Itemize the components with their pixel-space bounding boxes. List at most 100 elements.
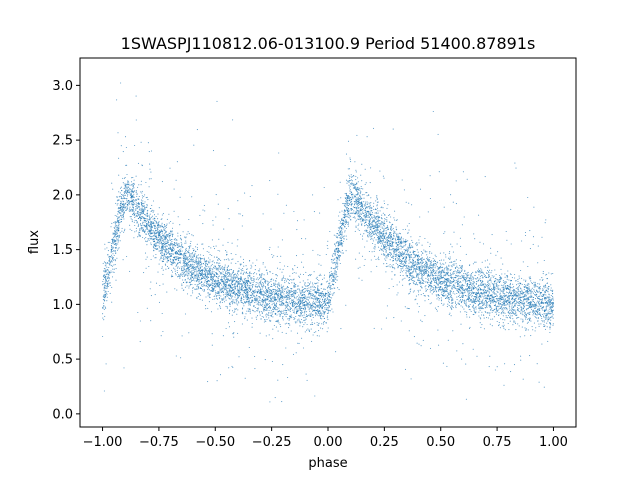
data-point bbox=[345, 209, 347, 211]
data-point bbox=[497, 286, 499, 288]
data-point bbox=[121, 190, 123, 192]
data-point bbox=[195, 288, 198, 290]
data-point bbox=[228, 291, 230, 293]
data-point bbox=[246, 294, 248, 296]
data-point bbox=[428, 280, 430, 282]
data-point bbox=[364, 168, 366, 170]
data-point bbox=[443, 277, 445, 280]
data-point bbox=[463, 289, 465, 291]
data-point bbox=[123, 231, 125, 233]
data-point bbox=[141, 195, 143, 197]
data-point bbox=[528, 276, 530, 278]
data-point bbox=[142, 226, 144, 229]
data-point bbox=[424, 250, 426, 252]
data-point bbox=[530, 292, 532, 294]
data-point bbox=[197, 257, 199, 260]
data-point bbox=[204, 305, 207, 307]
data-point bbox=[291, 316, 293, 318]
data-point bbox=[116, 196, 118, 198]
data-point bbox=[175, 257, 178, 259]
data-point bbox=[383, 225, 385, 227]
data-point bbox=[423, 272, 425, 275]
data-point bbox=[307, 275, 309, 277]
data-point bbox=[415, 298, 417, 300]
data-point bbox=[398, 247, 400, 249]
data-point bbox=[150, 242, 152, 244]
data-point bbox=[466, 316, 468, 318]
data-point bbox=[130, 201, 132, 203]
data-point bbox=[401, 271, 403, 273]
data-point bbox=[205, 263, 207, 265]
data-point bbox=[395, 219, 397, 221]
data-point bbox=[254, 302, 256, 304]
data-point bbox=[411, 279, 413, 282]
data-point bbox=[305, 271, 307, 273]
data-point bbox=[522, 378, 524, 380]
data-point bbox=[411, 277, 413, 279]
data-point bbox=[278, 307, 280, 309]
data-point bbox=[205, 285, 208, 287]
data-point bbox=[148, 215, 151, 217]
data-point bbox=[401, 263, 403, 265]
data-point bbox=[461, 270, 463, 273]
data-point bbox=[332, 255, 334, 258]
data-point bbox=[497, 297, 499, 299]
data-point bbox=[120, 215, 122, 217]
data-point bbox=[442, 270, 444, 272]
data-point bbox=[237, 301, 240, 303]
data-point bbox=[474, 287, 476, 289]
data-point bbox=[503, 284, 505, 286]
data-point bbox=[443, 274, 445, 276]
data-point bbox=[340, 236, 342, 238]
data-point bbox=[193, 249, 195, 251]
data-point bbox=[148, 229, 150, 231]
data-point bbox=[469, 316, 471, 318]
data-point bbox=[544, 222, 546, 224]
data-point bbox=[539, 315, 542, 317]
data-point bbox=[470, 294, 472, 296]
data-point bbox=[522, 308, 524, 310]
data-point bbox=[517, 291, 519, 293]
data-point bbox=[285, 305, 287, 307]
data-point bbox=[531, 303, 533, 305]
data-point bbox=[167, 249, 169, 251]
data-point bbox=[176, 243, 178, 245]
data-point bbox=[530, 278, 532, 280]
data-point bbox=[448, 298, 450, 300]
data-point bbox=[392, 255, 394, 257]
data-point bbox=[484, 176, 486, 178]
data-point bbox=[380, 224, 382, 226]
data-point bbox=[537, 295, 539, 297]
data-point bbox=[145, 206, 147, 208]
data-point bbox=[158, 229, 160, 232]
data-point bbox=[124, 136, 127, 138]
data-point bbox=[512, 296, 514, 298]
data-point bbox=[497, 278, 499, 281]
data-point bbox=[254, 289, 256, 291]
data-point bbox=[295, 297, 297, 299]
data-point bbox=[511, 277, 513, 279]
data-point bbox=[518, 307, 520, 310]
data-point bbox=[281, 271, 283, 273]
data-point bbox=[544, 313, 546, 315]
data-point bbox=[361, 194, 363, 196]
data-point bbox=[396, 253, 398, 255]
data-point bbox=[271, 360, 273, 363]
data-point bbox=[226, 254, 228, 256]
data-point bbox=[192, 279, 194, 282]
data-point bbox=[524, 312, 526, 314]
data-point bbox=[422, 274, 425, 277]
data-point bbox=[451, 278, 453, 280]
data-point bbox=[287, 294, 289, 297]
data-point bbox=[228, 297, 230, 299]
data-point bbox=[433, 277, 435, 279]
data-point bbox=[510, 303, 512, 305]
data-point bbox=[483, 275, 485, 277]
data-point bbox=[190, 256, 192, 258]
data-point bbox=[130, 218, 132, 220]
data-point bbox=[373, 202, 375, 204]
data-point bbox=[445, 262, 447, 264]
data-point bbox=[110, 271, 112, 273]
data-point bbox=[320, 317, 322, 320]
data-point bbox=[220, 287, 222, 289]
